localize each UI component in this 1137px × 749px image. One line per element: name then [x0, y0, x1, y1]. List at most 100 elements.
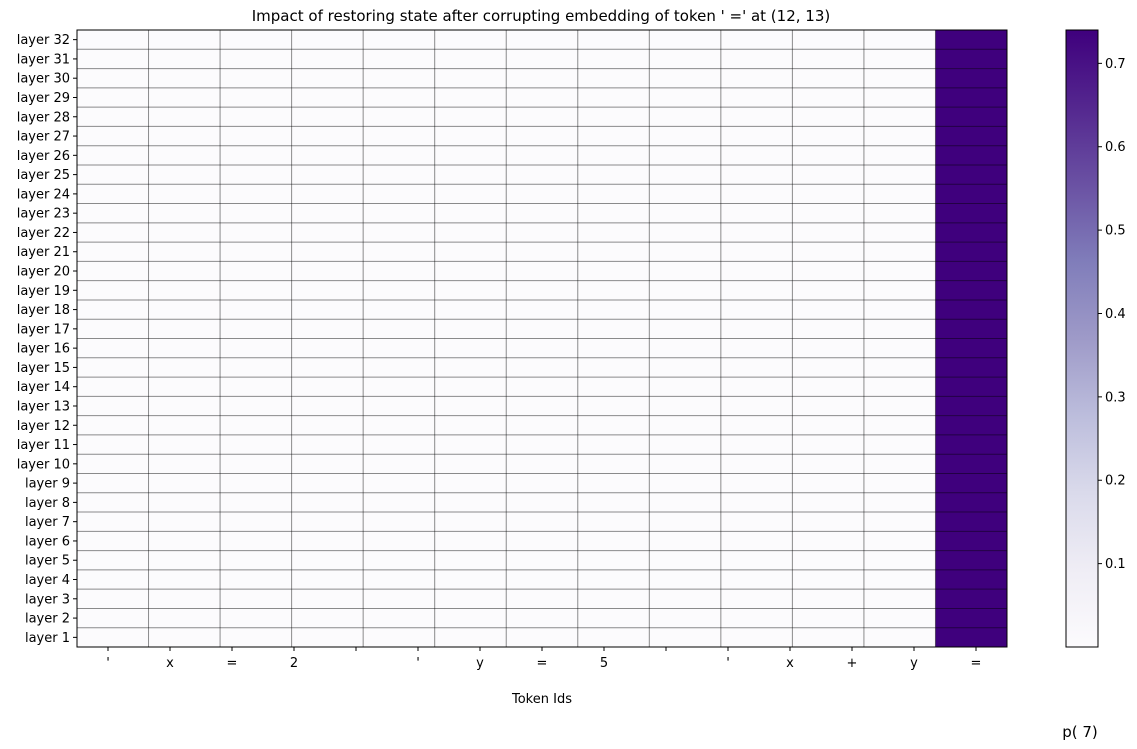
heatmap-cell [77, 569, 149, 590]
heatmap-cell [720, 454, 793, 474]
heatmap-cell [363, 492, 435, 513]
heatmap-cell [577, 396, 650, 416]
heatmap-cell [220, 357, 292, 378]
heatmap-cell [148, 107, 221, 127]
heatmap-cell [77, 531, 149, 551]
heatmap-cell [363, 68, 435, 89]
heatmap-cell [792, 30, 865, 50]
heatmap-cell [291, 531, 364, 551]
heatmap-cell [434, 184, 507, 204]
heatmap-cell [291, 30, 364, 50]
heatmap-cell [577, 473, 650, 494]
heatmap-cell [720, 203, 793, 224]
heatmap-cell [649, 107, 722, 127]
heatmap-cell [220, 30, 292, 50]
heatmap-cell [291, 87, 364, 108]
y-tick-label: layer 12 [17, 419, 70, 434]
heatmap-cell [935, 627, 1008, 648]
heatmap-cell [649, 512, 722, 532]
heatmap-cell [291, 627, 364, 648]
heatmap-cell [577, 531, 650, 551]
heatmap-cell [148, 357, 221, 378]
heatmap-cell [220, 377, 292, 397]
heatmap-cell [577, 357, 650, 378]
heatmap-cell [577, 145, 650, 166]
heatmap-cell [577, 569, 650, 590]
y-tick-label: layer 11 [17, 438, 70, 453]
x-tick-label: 5 [600, 656, 608, 671]
heatmap-cell [506, 299, 579, 320]
corner-label: p( 7) [1062, 723, 1098, 741]
heatmap-cell [77, 203, 149, 224]
heatmap-cell [649, 531, 722, 551]
heatmap-cell [434, 68, 507, 89]
heatmap-cell [649, 299, 722, 320]
heatmap-cell [720, 87, 793, 108]
x-axis-label: Token Ids [511, 692, 572, 707]
heatmap-cell [434, 569, 507, 590]
heatmap-cell [363, 242, 435, 262]
heatmap-cell [220, 492, 292, 513]
x-axis-ticks: ' x = 2 ' y = 5 ' x + y = [106, 647, 981, 671]
heatmap-cell [77, 87, 149, 108]
colorbar-tick-label: 0.3 [1105, 390, 1126, 405]
heatmap-cell [577, 608, 650, 629]
heatmap-cell [148, 454, 221, 474]
heatmap-cell [77, 319, 149, 339]
heatmap-cell [220, 454, 292, 474]
heatmap-cell [792, 608, 865, 629]
heatmap-cell [220, 512, 292, 532]
heatmap-cell [649, 454, 722, 474]
heatmap-cell [506, 280, 579, 301]
heatmap-cell [863, 608, 936, 629]
heatmap-cell [148, 30, 221, 50]
y-tick-label: layer 5 [25, 554, 70, 569]
heatmap-cell [649, 377, 722, 397]
heatmap-cell [506, 357, 579, 378]
heatmap-cell [935, 145, 1008, 166]
heatmap-cell [291, 203, 364, 224]
heatmap-cell [649, 49, 722, 69]
heatmap-cell [506, 608, 579, 629]
heatmap-cell [720, 145, 793, 166]
heatmap-cell [148, 280, 221, 301]
heatmap-cell [220, 338, 292, 359]
heatmap-cell [863, 261, 936, 281]
heatmap-cell [363, 222, 435, 243]
heatmap-cell [935, 184, 1008, 204]
heatmap-cell [291, 589, 364, 609]
heatmap-cell [720, 357, 793, 378]
heatmap-cell [363, 454, 435, 474]
heatmap-cell [506, 492, 579, 513]
heatmap-cell [220, 87, 292, 108]
heatmap-cell [935, 242, 1008, 262]
heatmap-cell [792, 492, 865, 513]
colorbar-tick-label: 0.2 [1105, 474, 1126, 489]
heatmap-cell [434, 338, 507, 359]
heatmap-cell [792, 569, 865, 590]
heatmap-cell [863, 87, 936, 108]
heatmap-cell [506, 473, 579, 494]
heatmap-cell [506, 222, 579, 243]
x-tick-label: = [537, 656, 548, 671]
x-tick-label: y [476, 656, 484, 671]
colorbar-tick-label: 0.1 [1105, 557, 1126, 572]
heatmap-cell [863, 589, 936, 609]
heatmap-cell [935, 164, 1008, 185]
heatmap-cell [148, 492, 221, 513]
heatmap-cell [220, 550, 292, 571]
heatmap-cell [935, 377, 1008, 397]
heatmap-cell [434, 87, 507, 108]
heatmap-cell [148, 261, 221, 281]
heatmap-cell [220, 107, 292, 127]
heatmap-cell [720, 473, 793, 494]
heatmap-cell [434, 203, 507, 224]
heatmap-cell [363, 319, 435, 339]
heatmap-cell [506, 434, 579, 455]
heatmap-cell [434, 434, 507, 455]
heatmap-cell [148, 68, 221, 89]
heatmap-cell [792, 512, 865, 532]
heatmap-cell [77, 184, 149, 204]
colorbar-ticks: 0.1 0.2 0.3 0.4 0.5 0.6 0.7 [1098, 57, 1126, 572]
